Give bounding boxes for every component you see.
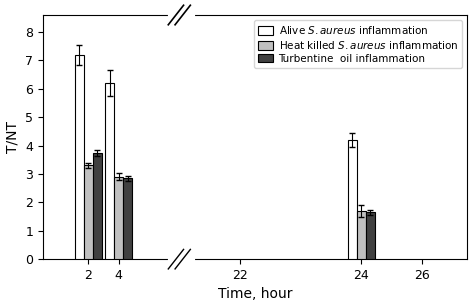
- Bar: [93, 153, 102, 259]
- Y-axis label: T/NT: T/NT: [6, 121, 19, 153]
- Bar: [123, 178, 132, 259]
- X-axis label: Time, hour: Time, hour: [218, 287, 292, 301]
- Bar: [357, 211, 366, 259]
- Legend: Alive $\it{S. aureus}$ inflammation, Heat killed $\it{S. aureus}$ inflammation, : Alive $\it{S. aureus}$ inflammation, Hea…: [254, 20, 462, 68]
- Bar: [114, 177, 123, 259]
- Bar: [348, 140, 357, 259]
- Bar: [75, 55, 84, 259]
- Bar: [84, 165, 93, 259]
- Bar: [105, 83, 114, 259]
- Bar: [366, 212, 375, 259]
